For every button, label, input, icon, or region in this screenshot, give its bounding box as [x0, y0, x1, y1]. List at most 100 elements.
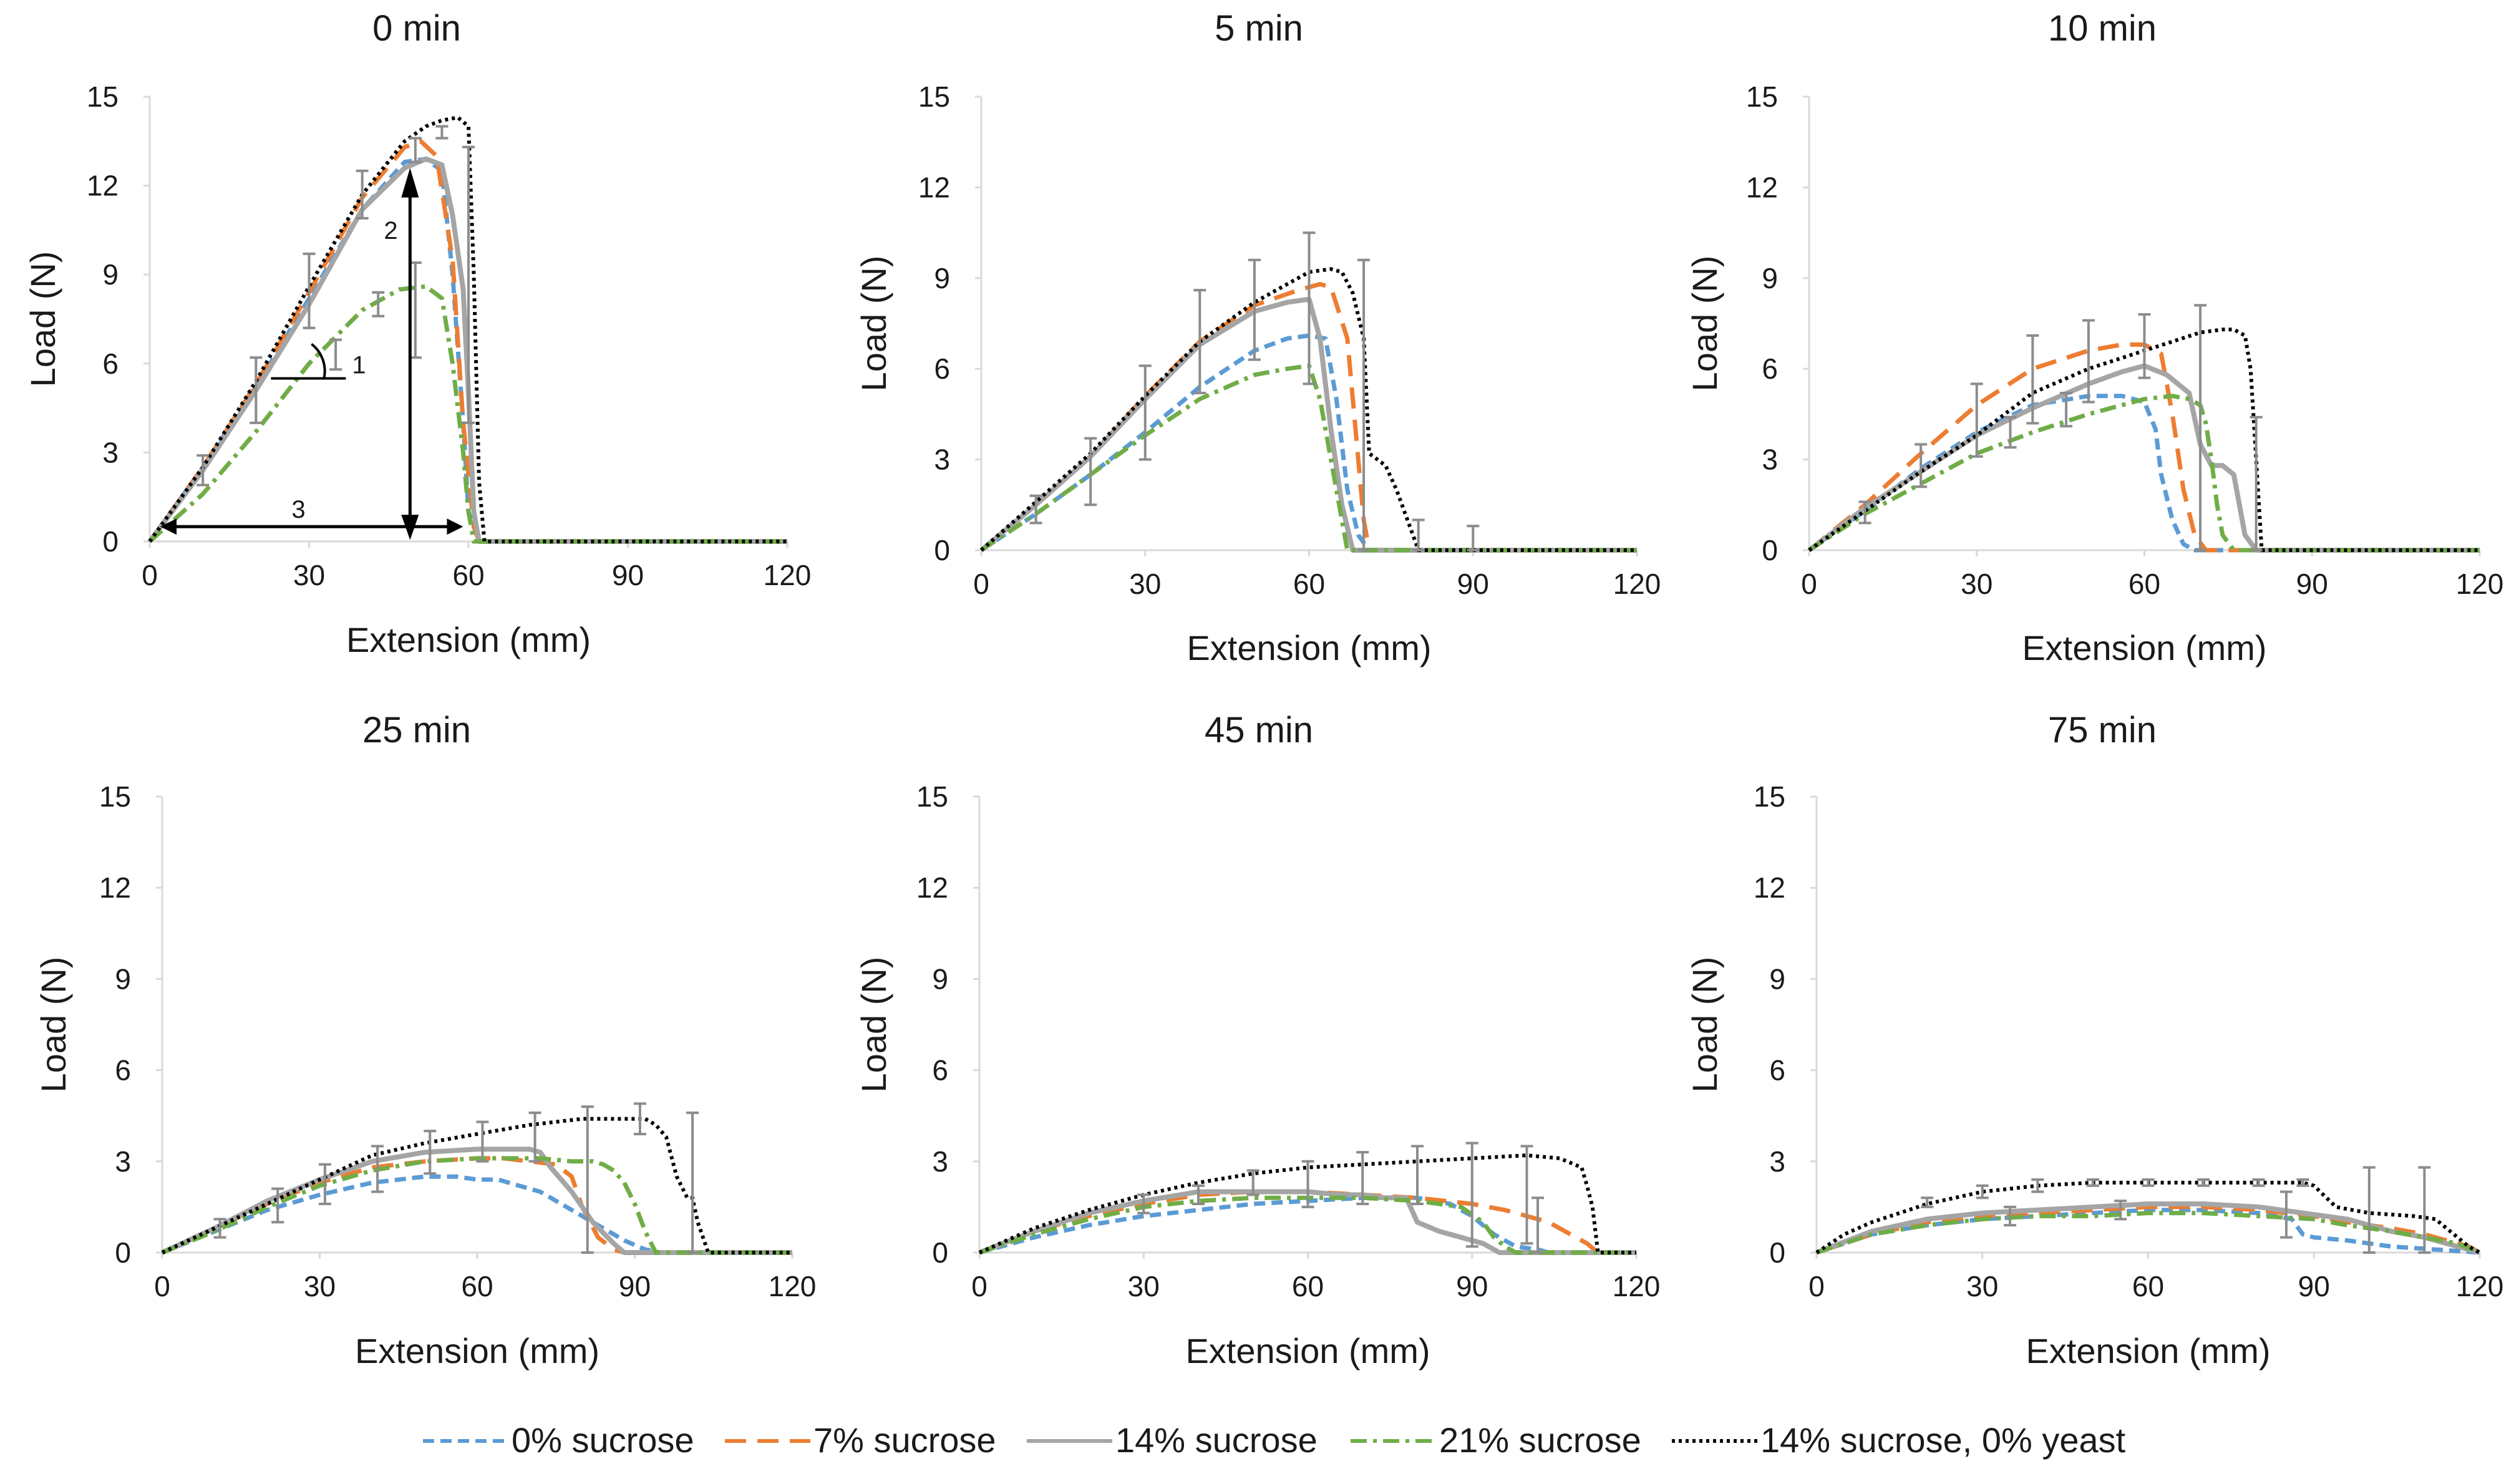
error-bar [1193, 289, 1206, 394]
y-tick-label: 12 [99, 871, 131, 904]
error-bar [1029, 494, 1042, 525]
legend: 0% sucrose 7% sucrose 14% sucrose 21% su… [423, 1420, 2126, 1460]
y-axis-title: Load (N) [1685, 957, 1724, 1093]
x-axis-title: Extension (mm) [346, 620, 591, 659]
y-tick-label: 15 [918, 80, 950, 113]
panel-title: 75 min [2048, 710, 2157, 750]
panel-title: 25 min [362, 710, 471, 750]
y-tick-label: 0 [1769, 1236, 1785, 1269]
y-tick-label: 12 [1754, 871, 1785, 904]
series-line-0-sucrose [979, 1195, 1636, 1255]
series-line-21-sucrose [148, 284, 787, 544]
x-tick-label: 0 [973, 568, 989, 600]
error-bar [2194, 304, 2207, 551]
x-tick-label: 0 [154, 1270, 170, 1302]
y-tick-label: 0 [1762, 534, 1778, 566]
series-line-7-sucrose [1807, 342, 2480, 553]
x-tick-label: 90 [2298, 1270, 2330, 1302]
legend-entry-3: 21% sucrose [1351, 1420, 1641, 1460]
y-tick-label: 9 [102, 258, 119, 291]
x-axis-title: Extension (mm) [2026, 1331, 2270, 1370]
x-tick-label: 30 [1128, 1270, 1160, 1302]
x-axis-title: Extension (mm) [1187, 628, 1431, 667]
error-bar [1248, 258, 1261, 361]
series-line-0-sucrose [161, 1174, 792, 1255]
x-tick-label: 120 [1613, 1270, 1661, 1302]
x-tick-label: 120 [769, 1270, 817, 1302]
chart-panel-1: 0 3 6 9 12 15 0 30 60 90 120 5 min Extension (mm) Loa… [854, 8, 1661, 667]
x-tick-label: 120 [2456, 1270, 2504, 1302]
error-bar [372, 291, 385, 318]
legend-entry-4: 14% sucrose, 0% yeast [1672, 1420, 2126, 1460]
error-bar [2114, 1200, 2127, 1221]
error-bar [2418, 1166, 2431, 1254]
error-bar [686, 1111, 699, 1254]
y-tick-label: 6 [1762, 352, 1778, 385]
error-bar [2279, 1190, 2293, 1239]
error-bar [2296, 1178, 2309, 1187]
y-tick-label: 0 [932, 1236, 948, 1269]
y-tick-label: 15 [1754, 780, 1785, 813]
error-bar [197, 454, 210, 487]
panel-title: 10 min [2048, 8, 2157, 49]
series-line-14-sucrose [147, 156, 787, 544]
error-bar [1411, 1145, 1424, 1206]
y-tick-label: 3 [932, 1145, 948, 1178]
y-tick-label: 6 [102, 347, 119, 380]
error-bar [1303, 231, 1316, 386]
error-bar [213, 1218, 226, 1239]
legend-label-0: 0% sucrose [512, 1420, 694, 1460]
x-axis-title: Extension (mm) [355, 1331, 599, 1370]
error-bar [1246, 1169, 1260, 1196]
error-bar [1976, 1184, 1989, 1200]
x-tick-label: 120 [2456, 568, 2504, 600]
error-bar [435, 125, 449, 140]
legend-label-3: 21% sucrose [1439, 1420, 1641, 1460]
extension-arrowhead-right [447, 518, 464, 535]
error-bar [1858, 500, 1871, 525]
y-tick-label: 9 [932, 963, 948, 995]
chart-panel-2: 0 3 6 9 12 15 0 30 60 90 120 10 min Extension (mm) Lo… [1685, 8, 2503, 667]
panel-title: 5 min [1215, 8, 1303, 49]
series-line-21-sucrose [980, 363, 1637, 553]
error-bar [356, 169, 369, 220]
legend-entry-2: 14% sucrose [1027, 1420, 1318, 1460]
legend-label-4: 14% sucrose, 0% yeast [1760, 1420, 2126, 1460]
slope-arc [311, 342, 326, 379]
y-tick-label: 0 [115, 1236, 131, 1269]
y-tick-label: 3 [1762, 444, 1778, 476]
series-line-14-sucrose-0-yeast [148, 115, 787, 543]
x-tick-label: 60 [452, 559, 484, 591]
extension-arrowhead-left [160, 518, 177, 535]
y-tick-label: 0 [102, 525, 119, 558]
x-tick-label: 30 [1129, 568, 1161, 600]
y-tick-label: 15 [87, 80, 119, 113]
y-tick-label: 6 [934, 352, 950, 385]
x-tick-label: 90 [2296, 568, 2328, 600]
error-bar [2031, 1178, 2044, 1193]
x-axis-title: Extension (mm) [1185, 1331, 1430, 1370]
error-bar [2197, 1178, 2210, 1187]
error-bar [1356, 1151, 1369, 1206]
x-tick-label: 60 [1292, 1270, 1324, 1302]
error-bar [1921, 1196, 1934, 1208]
x-tick-label: 0 [1808, 1270, 1825, 1302]
error-bar [2086, 1178, 2099, 1187]
y-tick-label: 3 [102, 436, 119, 468]
x-tick-label: 60 [2132, 1270, 2164, 1302]
y-axis-title: Load (N) [1685, 256, 1724, 392]
error-bar [1357, 258, 1371, 551]
x-tick-label: 60 [1293, 568, 1325, 600]
annotation-peak: 2 [384, 217, 397, 245]
peak-arrowhead-top [401, 168, 419, 198]
error-bar [2362, 1166, 2376, 1254]
x-tick-label: 120 [1613, 568, 1661, 600]
annotations: 1 2 3 [160, 168, 464, 540]
error-bar [2082, 319, 2095, 404]
x-tick-label: 0 [971, 1270, 988, 1302]
x-tick-label: 90 [1457, 568, 1489, 600]
panel-title: 0 min [372, 8, 461, 49]
x-tick-label: 90 [612, 559, 644, 591]
error-bar [2252, 1178, 2265, 1187]
